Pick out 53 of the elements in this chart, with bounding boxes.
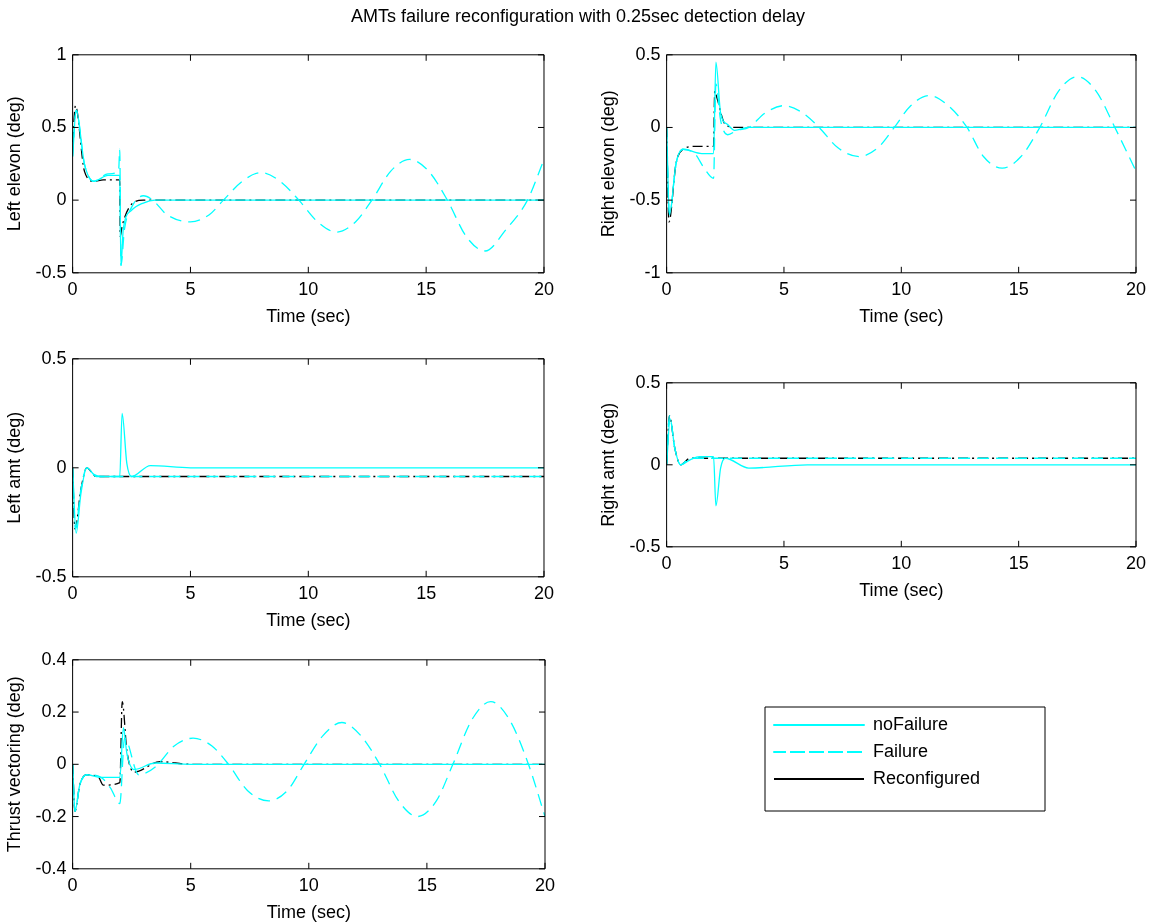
y-tick-label: -0.2 (35, 805, 67, 826)
y-tick-label: -0.5 (35, 261, 67, 282)
x-tick-label: 15 (416, 582, 437, 603)
x-axis-title: Time (sec) (859, 580, 944, 601)
y-tick-label: 0 (56, 753, 67, 774)
chart-title: AMTs failure reconfiguration with 0.25sec detection delay (349, 6, 807, 27)
x-tick-label: 5 (778, 552, 789, 573)
x-axis-title: Time (sec) (266, 610, 351, 631)
y-tick-label: -0.5 (629, 189, 661, 210)
x-tick-label: 5 (185, 278, 196, 299)
x-tick-label: 20 (533, 582, 554, 603)
x-tick-label: 10 (298, 582, 319, 603)
x-tick-label: 15 (1008, 552, 1029, 573)
y-axis-title: Left amt (deg) (3, 411, 24, 524)
y-tick-label: 0 (650, 116, 661, 137)
x-tick-label: 15 (1008, 278, 1029, 299)
x-tick-label: 15 (416, 278, 437, 299)
y-tick-label: 0.4 (41, 648, 67, 669)
x-axis-title: Time (sec) (859, 306, 944, 327)
x-tick-label: 10 (298, 874, 319, 895)
y-axis-title: Right amt (deg) (597, 402, 618, 527)
y-tick-label: 0 (56, 189, 67, 210)
x-tick-label: 5 (185, 582, 196, 603)
x-tick-label: 10 (891, 552, 912, 573)
y-axis-title: Left elevon (deg) (3, 96, 24, 232)
y-axis-title: Right elevon (deg) (597, 90, 618, 238)
x-tick-label: 20 (1125, 278, 1147, 299)
y-tick-label: 0.5 (41, 347, 67, 368)
y-tick-label: -0.5 (629, 535, 661, 556)
legend-label: noFailure (873, 713, 949, 734)
y-tick-label: 0 (56, 456, 67, 477)
x-tick-label: 5 (185, 874, 196, 895)
y-tick-label: -0.4 (35, 857, 67, 878)
y-tick-label: 0.5 (41, 116, 67, 137)
y-axis-title: Thrust vectoring (deg) (3, 676, 24, 853)
y-tick-label: 0 (650, 453, 661, 474)
x-tick-label: 10 (298, 278, 319, 299)
x-tick-label: 20 (1125, 552, 1147, 573)
x-axis-title: Time (sec) (266, 306, 351, 327)
y-tick-label: 1 (56, 43, 67, 64)
y-tick-label: -1 (644, 261, 661, 282)
x-tick-label: 10 (891, 278, 912, 299)
legend-label: Failure (873, 740, 929, 761)
y-tick-label: -0.5 (35, 565, 67, 586)
x-tick-label: 15 (416, 874, 437, 895)
x-axis-title: Time (sec) (266, 902, 351, 923)
y-tick-label: 0.2 (41, 701, 67, 722)
y-tick-label: 0.5 (635, 43, 661, 64)
y-tick-label: 0.5 (635, 371, 661, 392)
x-tick-label: 5 (778, 278, 789, 299)
x-tick-label: 20 (533, 278, 554, 299)
legend-label: Reconfigured (873, 767, 981, 788)
x-tick-label: 20 (534, 874, 556, 895)
